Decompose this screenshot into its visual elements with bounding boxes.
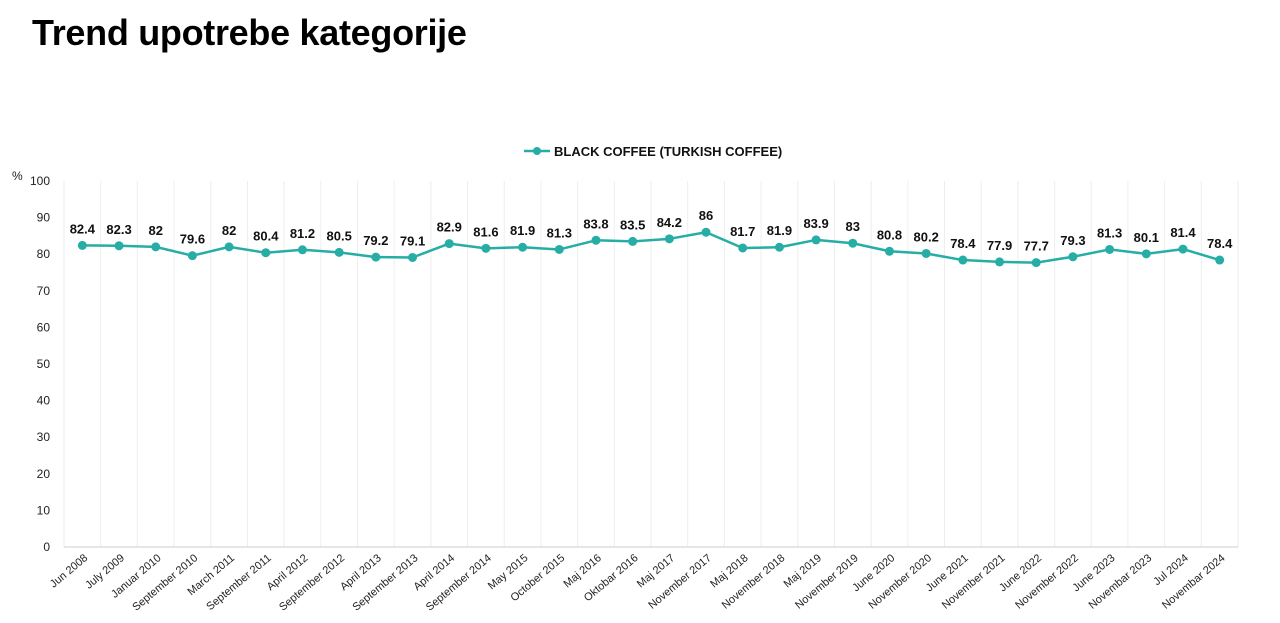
data-point: [1215, 255, 1225, 265]
y-tick-label: 90: [37, 211, 51, 225]
data-point: [774, 242, 784, 252]
x-tick-label: September 2012: [277, 552, 347, 613]
data-label: 81.9: [510, 223, 535, 238]
data-label: 79.1: [400, 233, 425, 248]
data-point: [151, 242, 161, 252]
data-label: 81.3: [547, 225, 572, 240]
data-label: 81.3: [1097, 225, 1122, 240]
x-tick-label: November 2018: [720, 552, 788, 612]
data-point: [995, 257, 1005, 267]
data-label: 81.2: [290, 226, 315, 241]
y-tick-label: 20: [37, 467, 51, 481]
x-tick-label: Novembar 2024: [1160, 552, 1228, 612]
x-tick-label: September 2010: [130, 552, 200, 613]
data-label: 83.8: [583, 216, 608, 231]
data-label: 81.6: [473, 224, 498, 239]
page-title: Trend upotrebe kategorije: [32, 12, 467, 53]
legend-label: BLACK COFFEE (TURKISH COFFEE): [554, 144, 782, 159]
data-label: 78.4: [1207, 236, 1233, 251]
data-label: 82: [148, 223, 162, 238]
data-label: 79.3: [1060, 233, 1085, 248]
y-tick-label: 0: [43, 540, 50, 554]
data-point: [1141, 249, 1151, 259]
data-point: [408, 252, 418, 262]
x-tick-label: November 2019: [793, 552, 861, 612]
data-point: [114, 241, 124, 251]
data-label: 78.4: [950, 236, 976, 251]
x-tick-label: November 2021: [940, 552, 1008, 612]
data-points: [77, 227, 1225, 268]
x-tick-label: Novembar 2023: [1087, 552, 1155, 612]
data-point: [591, 235, 601, 245]
data-label: 82.4: [70, 221, 96, 236]
x-tick-label: September 2013: [350, 552, 420, 613]
data-point: [334, 247, 344, 257]
data-point: [518, 242, 528, 252]
data-point: [371, 252, 381, 262]
data-label: 80.8: [877, 227, 902, 242]
data-point: [884, 246, 894, 256]
x-tick-label: November 2017: [646, 552, 714, 612]
x-tick-label: September 2011: [204, 552, 273, 613]
series-line: [82, 230, 1221, 264]
data-point: [77, 240, 87, 250]
data-point: [187, 251, 197, 261]
data-point: [297, 245, 307, 255]
data-label: 83.5: [620, 217, 645, 232]
data-point: [738, 243, 748, 253]
y-tick-label: 100: [30, 174, 50, 188]
data-label: 77.7: [1024, 239, 1049, 254]
y-tick-label: 10: [37, 503, 51, 517]
y-tick-label: 50: [37, 357, 51, 371]
y-tick-label: 80: [37, 247, 51, 261]
data-label: 79.6: [180, 232, 205, 247]
data-label: 82.9: [437, 220, 462, 235]
legend-swatch-marker: [533, 147, 541, 155]
data-point: [958, 255, 968, 265]
x-tick-label: September 2014: [424, 552, 494, 613]
data-labels: 82.4 82.3 82 79.6 82 80.4 81.2 80.5 79.2 79.1 82.9…: [70, 208, 1233, 253]
data-point: [811, 235, 821, 245]
x-tick-label: November 2022: [1013, 552, 1081, 612]
x-tick-label: November 2020: [866, 552, 934, 612]
data-point: [554, 244, 564, 254]
data-point: [848, 238, 858, 248]
y-tick-label: 30: [37, 430, 51, 444]
data-point: [1105, 244, 1115, 254]
y-tick-label: 70: [37, 284, 51, 298]
data-point: [261, 248, 271, 258]
data-point: [701, 227, 711, 237]
data-point: [1178, 244, 1188, 254]
series-lines: [82, 230, 1221, 264]
data-label: 80.5: [327, 228, 352, 243]
y-axis-unit-label: %: [12, 169, 23, 183]
y-tick-label: 40: [37, 394, 51, 408]
data-label: 81.4: [1170, 225, 1196, 240]
data-label: 82: [222, 223, 236, 238]
data-label: 83.9: [803, 216, 828, 231]
data-label: 86: [699, 208, 713, 223]
data-label: 83: [846, 219, 860, 234]
y-tick-label: 60: [37, 320, 51, 334]
data-point: [444, 239, 454, 249]
data-label: 84.2: [657, 215, 682, 230]
data-point: [481, 243, 491, 253]
data-label: 79.2: [363, 233, 388, 248]
data-label: 80.1: [1134, 230, 1159, 245]
data-label: 82.3: [106, 222, 131, 237]
data-point: [1031, 258, 1041, 268]
data-label: 80.4: [253, 229, 279, 244]
data-point: [664, 234, 674, 244]
data-label: 80.2: [914, 229, 939, 244]
data-label: 77.9: [987, 238, 1012, 253]
data-label: 81.9: [767, 223, 792, 238]
data-point: [628, 236, 638, 246]
data-point: [1068, 252, 1078, 262]
legend: BLACK COFFEE (TURKISH COFFEE): [524, 144, 782, 159]
data-point: [921, 248, 931, 258]
data-point: [224, 242, 234, 252]
grid: [63, 181, 1239, 547]
data-label: 81.7: [730, 224, 755, 239]
